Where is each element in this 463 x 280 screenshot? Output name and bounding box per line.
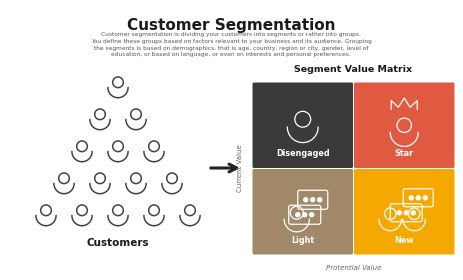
Text: New: New xyxy=(394,236,414,245)
Circle shape xyxy=(411,211,415,215)
Text: Customer segmentation is dividing your customers into segments or rather into gr: Customer segmentation is dividing your c… xyxy=(91,32,371,57)
FancyBboxPatch shape xyxy=(252,169,353,255)
Circle shape xyxy=(423,196,427,200)
Text: Current Value: Current Value xyxy=(237,145,243,192)
Circle shape xyxy=(397,211,401,215)
Text: Segment Value Matrix: Segment Value Matrix xyxy=(294,65,413,74)
Circle shape xyxy=(304,198,308,202)
Circle shape xyxy=(296,213,300,217)
Text: Star: Star xyxy=(394,150,414,158)
Circle shape xyxy=(404,211,408,215)
Text: Disengaged: Disengaged xyxy=(276,150,330,158)
Circle shape xyxy=(310,213,314,217)
Circle shape xyxy=(303,213,307,217)
Text: Light: Light xyxy=(291,236,314,245)
FancyBboxPatch shape xyxy=(354,169,455,255)
Circle shape xyxy=(416,196,420,200)
Text: Protential Value: Protential Value xyxy=(326,265,381,271)
FancyBboxPatch shape xyxy=(354,83,455,168)
Text: Customers: Customers xyxy=(87,238,149,248)
FancyBboxPatch shape xyxy=(252,83,353,168)
Circle shape xyxy=(318,198,322,202)
Circle shape xyxy=(311,198,315,202)
Text: Customer Segmentation: Customer Segmentation xyxy=(127,18,335,33)
Circle shape xyxy=(409,196,413,200)
